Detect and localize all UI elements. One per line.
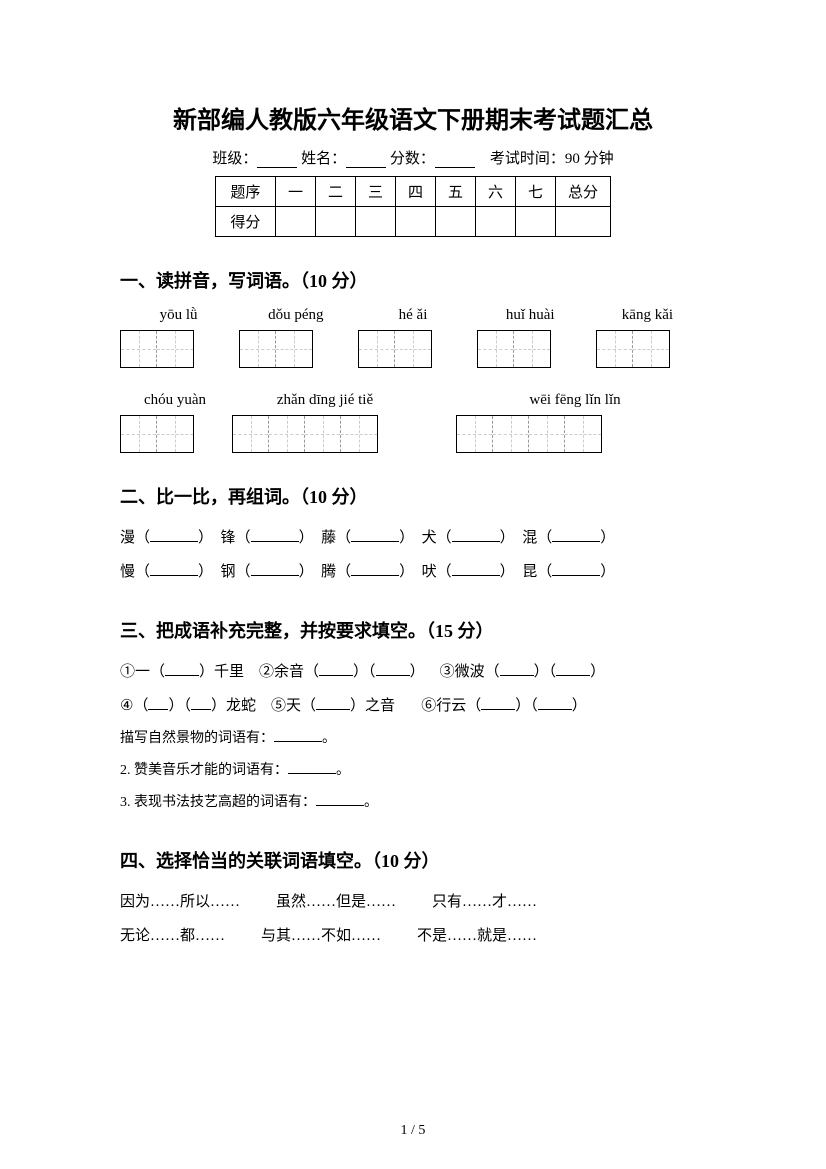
th-col: 一 (275, 177, 315, 207)
char-box[interactable] (456, 415, 602, 453)
th-col: 七 (516, 177, 556, 207)
pinyin-label: yōu lǜ (120, 307, 237, 324)
fill-blank[interactable] (150, 528, 198, 542)
char-box[interactable] (232, 415, 378, 453)
fill-blank[interactable] (481, 696, 515, 710)
fill-blank[interactable] (288, 760, 336, 774)
char-box[interactable] (120, 415, 194, 453)
section-2-heading: 二、比一比，再组词。（10 分） (120, 483, 706, 509)
fill-blank[interactable] (316, 792, 364, 806)
td-cell[interactable] (315, 207, 355, 237)
th-col: 四 (395, 177, 435, 207)
th-col: 三 (355, 177, 395, 207)
th-col: 六 (476, 177, 516, 207)
conj-item: 与其……不如…… (261, 921, 381, 951)
th-col: 五 (436, 177, 476, 207)
conj-row-2: 无论……都…… 与其……不如…… 不是……就是…… (120, 921, 706, 951)
td-cell[interactable] (355, 207, 395, 237)
pinyin-row-1: yōu lǜ dǒu péng hé ǎi huǐ huài kāng kǎi (120, 307, 706, 324)
conj-row-1: 因为……所以…… 虽然……但是…… 只有……才…… (120, 887, 706, 917)
idiom-line-2: ④（）（）龙蛇 ⑤天（）之音 ⑥行云（）（） (120, 691, 706, 721)
pinyin-label: dǒu péng (237, 307, 354, 324)
section-4-heading: 四、选择恰当的关联词语填空。（10 分） (120, 847, 706, 873)
td-cell[interactable] (275, 207, 315, 237)
char-box[interactable] (120, 330, 194, 368)
exam-time: 考试时间：90 分钟 (490, 151, 614, 167)
score-label: 分数： (390, 151, 435, 167)
fill-blank[interactable] (319, 662, 353, 676)
page-title: 新部编人教版六年级语文下册期末考试题汇总 (120, 100, 706, 135)
header-info: 班级： 姓名： 分数： 考试时间：90 分钟 (120, 147, 706, 168)
conj-item: 虽然……但是…… (276, 887, 396, 917)
fill-blank[interactable] (556, 662, 590, 676)
fill-blank[interactable] (150, 562, 198, 576)
char-box[interactable] (358, 330, 432, 368)
idiom-line-1: ①一（）千里 ②余音（）（） ③微波（）（） (120, 657, 706, 687)
td-cell[interactable] (395, 207, 435, 237)
fill-blank[interactable] (316, 696, 350, 710)
pinyin-label: wēi fēng lǐn lǐn (460, 392, 690, 409)
note-3: 3. 表现书法技艺高超的词语有：。 (120, 789, 706, 817)
fill-blank[interactable] (148, 696, 168, 710)
fill-blank[interactable] (500, 662, 534, 676)
fill-blank[interactable] (351, 562, 399, 576)
pinyin-label: huǐ huài (472, 307, 589, 324)
char-box[interactable] (477, 330, 551, 368)
compare-line-2: 慢（） 钢（） 腾（） 吠（） 昆（） (120, 557, 706, 587)
conj-item: 只有……才…… (432, 887, 537, 917)
fill-blank[interactable] (552, 528, 600, 542)
th-label: 题序 (215, 177, 275, 207)
fill-blank[interactable] (351, 528, 399, 542)
compare-line-1: 漫（） 锋（） 藤（） 犬（） 混（） (120, 523, 706, 553)
pinyin-row-2: chóu yuàn zhǎn dīng jié tiě wēi fēng lǐn… (120, 392, 706, 409)
name-label: 姓名： (301, 151, 346, 167)
td-cell[interactable] (556, 207, 611, 237)
fill-blank[interactable] (376, 662, 410, 676)
conj-item: 不是……就是…… (417, 921, 537, 951)
fill-blank[interactable] (165, 662, 199, 676)
score-table: 题序 一 二 三 四 五 六 七 总分 得分 (215, 176, 611, 237)
class-blank[interactable] (257, 154, 297, 168)
page-number: 1 / 5 (0, 1123, 826, 1139)
pinyin-label: zhǎn dīng jié tiě (230, 392, 420, 409)
boxes-row-1 (120, 330, 706, 368)
char-box[interactable] (596, 330, 670, 368)
score-blank[interactable] (435, 154, 475, 168)
conj-item: 因为……所以…… (120, 887, 240, 917)
fill-blank[interactable] (191, 696, 211, 710)
fill-blank[interactable] (452, 528, 500, 542)
note-1: 描写自然景物的词语有：。 (120, 725, 706, 753)
pinyin-label: hé ǎi (354, 307, 471, 324)
th-total: 总分 (556, 177, 611, 207)
table-row: 得分 (215, 207, 610, 237)
pinyin-label: kāng kǎi (589, 307, 706, 324)
conj-item: 无论……都…… (120, 921, 225, 951)
note-2: 2. 赞美音乐才能的词语有：。 (120, 757, 706, 785)
td-cell[interactable] (516, 207, 556, 237)
class-label: 班级： (212, 151, 257, 167)
fill-blank[interactable] (538, 696, 572, 710)
table-row: 题序 一 二 三 四 五 六 七 总分 (215, 177, 610, 207)
td-cell[interactable] (476, 207, 516, 237)
section-3-heading: 三、把成语补充完整，并按要求填空。（15 分） (120, 617, 706, 643)
fill-blank[interactable] (251, 528, 299, 542)
pinyin-label: chóu yuàn (120, 392, 230, 409)
fill-blank[interactable] (452, 562, 500, 576)
char-box[interactable] (239, 330, 313, 368)
boxes-row-2 (120, 415, 706, 453)
fill-blank[interactable] (274, 728, 322, 742)
fill-blank[interactable] (251, 562, 299, 576)
th-col: 二 (315, 177, 355, 207)
fill-blank[interactable] (552, 562, 600, 576)
section-1-heading: 一、读拼音，写词语。（10 分） (120, 267, 706, 293)
td-label: 得分 (215, 207, 275, 237)
td-cell[interactable] (436, 207, 476, 237)
name-blank[interactable] (346, 154, 386, 168)
